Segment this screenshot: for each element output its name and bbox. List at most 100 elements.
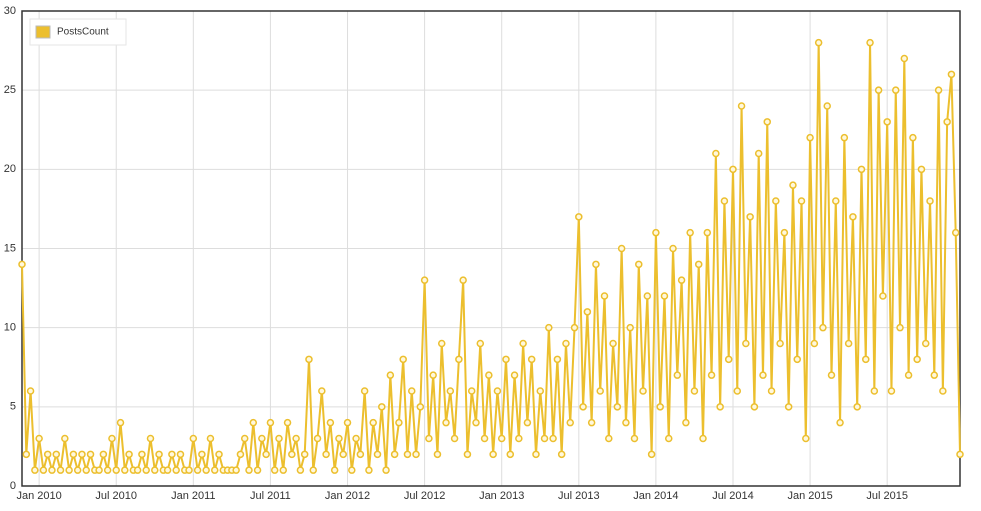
data-point bbox=[896, 323, 904, 332]
data-point bbox=[463, 450, 472, 459]
data-point bbox=[613, 403, 622, 411]
data-point bbox=[797, 197, 806, 205]
data-point bbox=[635, 260, 643, 269]
data-point bbox=[519, 339, 527, 348]
data-point bbox=[716, 403, 724, 411]
data-point bbox=[292, 434, 300, 443]
legend-label: PostsCount bbox=[57, 27, 109, 38]
x-tick-label: Jul 2013 bbox=[558, 490, 600, 502]
data-point bbox=[288, 450, 296, 459]
data-point bbox=[622, 418, 630, 427]
data-point bbox=[99, 450, 108, 459]
data-point bbox=[853, 403, 861, 411]
data-point bbox=[442, 418, 450, 427]
data-point bbox=[300, 450, 309, 459]
x-tick-label: Jan 2013 bbox=[479, 490, 524, 502]
data-point bbox=[232, 466, 240, 474]
data-point bbox=[480, 434, 489, 443]
data-point bbox=[22, 450, 31, 459]
data-point bbox=[78, 450, 86, 459]
data-point bbox=[874, 86, 883, 94]
data-point bbox=[583, 308, 592, 316]
data-point bbox=[61, 434, 69, 443]
data-point bbox=[403, 450, 412, 459]
data-point bbox=[643, 292, 652, 300]
data-point bbox=[609, 339, 617, 348]
series-line bbox=[21, 41, 961, 472]
data-point bbox=[313, 434, 322, 443]
data-point bbox=[951, 228, 960, 237]
data-point bbox=[909, 133, 917, 142]
data-point bbox=[476, 339, 485, 348]
y-tick-label: 10 bbox=[4, 322, 16, 334]
data-point bbox=[39, 466, 48, 474]
data-point bbox=[142, 466, 150, 474]
data-point bbox=[904, 371, 913, 379]
legend-swatch bbox=[35, 25, 51, 39]
data-point bbox=[793, 355, 801, 364]
data-point bbox=[382, 466, 390, 474]
data-point bbox=[892, 86, 900, 94]
data-point bbox=[116, 418, 125, 427]
data-point bbox=[587, 418, 596, 427]
data-point bbox=[455, 355, 463, 364]
data-point bbox=[318, 387, 326, 395]
data-point bbox=[210, 466, 219, 474]
data-point bbox=[236, 450, 245, 459]
data-point bbox=[48, 466, 56, 474]
data-point bbox=[527, 355, 536, 364]
data-point bbox=[690, 387, 699, 395]
data-point bbox=[373, 450, 382, 459]
x-tick-label: Jan 2010 bbox=[16, 490, 61, 502]
data-point bbox=[305, 355, 313, 364]
data-point bbox=[605, 434, 613, 443]
data-point bbox=[887, 387, 896, 395]
data-point bbox=[493, 387, 502, 395]
data-point bbox=[600, 292, 609, 300]
data-point bbox=[18, 260, 26, 269]
y-tick-label: 5 bbox=[10, 401, 16, 413]
data-point bbox=[930, 371, 939, 379]
data-point bbox=[806, 133, 814, 142]
data-point bbox=[562, 339, 570, 348]
x-tick-label: Jul 2012 bbox=[404, 490, 446, 502]
x-tick-label: Jan 2014 bbox=[633, 490, 678, 502]
data-point bbox=[356, 450, 365, 459]
data-point bbox=[652, 228, 660, 237]
data-point bbox=[270, 466, 279, 474]
data-point bbox=[65, 466, 73, 474]
data-point bbox=[279, 466, 288, 474]
data-point bbox=[579, 403, 587, 411]
data-point bbox=[934, 86, 943, 94]
data-point bbox=[360, 387, 369, 395]
data-point bbox=[849, 213, 857, 221]
data-point bbox=[737, 102, 746, 110]
x-tick-label: Jul 2015 bbox=[866, 490, 908, 502]
data-point bbox=[121, 466, 129, 474]
data-point bbox=[639, 387, 647, 395]
y-tick-label: 30 bbox=[4, 5, 16, 17]
data-point bbox=[664, 434, 673, 443]
y-tick-label: 25 bbox=[4, 84, 16, 96]
data-point bbox=[348, 466, 356, 474]
data-point bbox=[917, 165, 926, 174]
data-point bbox=[206, 434, 215, 443]
data-point bbox=[245, 466, 253, 474]
data-point bbox=[763, 118, 772, 126]
data-point bbox=[939, 387, 947, 395]
data-point bbox=[862, 355, 870, 364]
data-point bbox=[365, 466, 373, 474]
data-point bbox=[617, 244, 626, 253]
data-point bbox=[900, 54, 909, 63]
data-point bbox=[330, 466, 339, 474]
data-point bbox=[673, 371, 682, 379]
data-point bbox=[686, 228, 694, 237]
data-point bbox=[73, 466, 82, 474]
data-point bbox=[112, 466, 120, 474]
data-point bbox=[827, 371, 836, 379]
data-point bbox=[185, 466, 193, 474]
data-point bbox=[485, 371, 493, 379]
data-point bbox=[133, 466, 142, 474]
data-point bbox=[742, 339, 750, 348]
data-point bbox=[416, 403, 425, 411]
